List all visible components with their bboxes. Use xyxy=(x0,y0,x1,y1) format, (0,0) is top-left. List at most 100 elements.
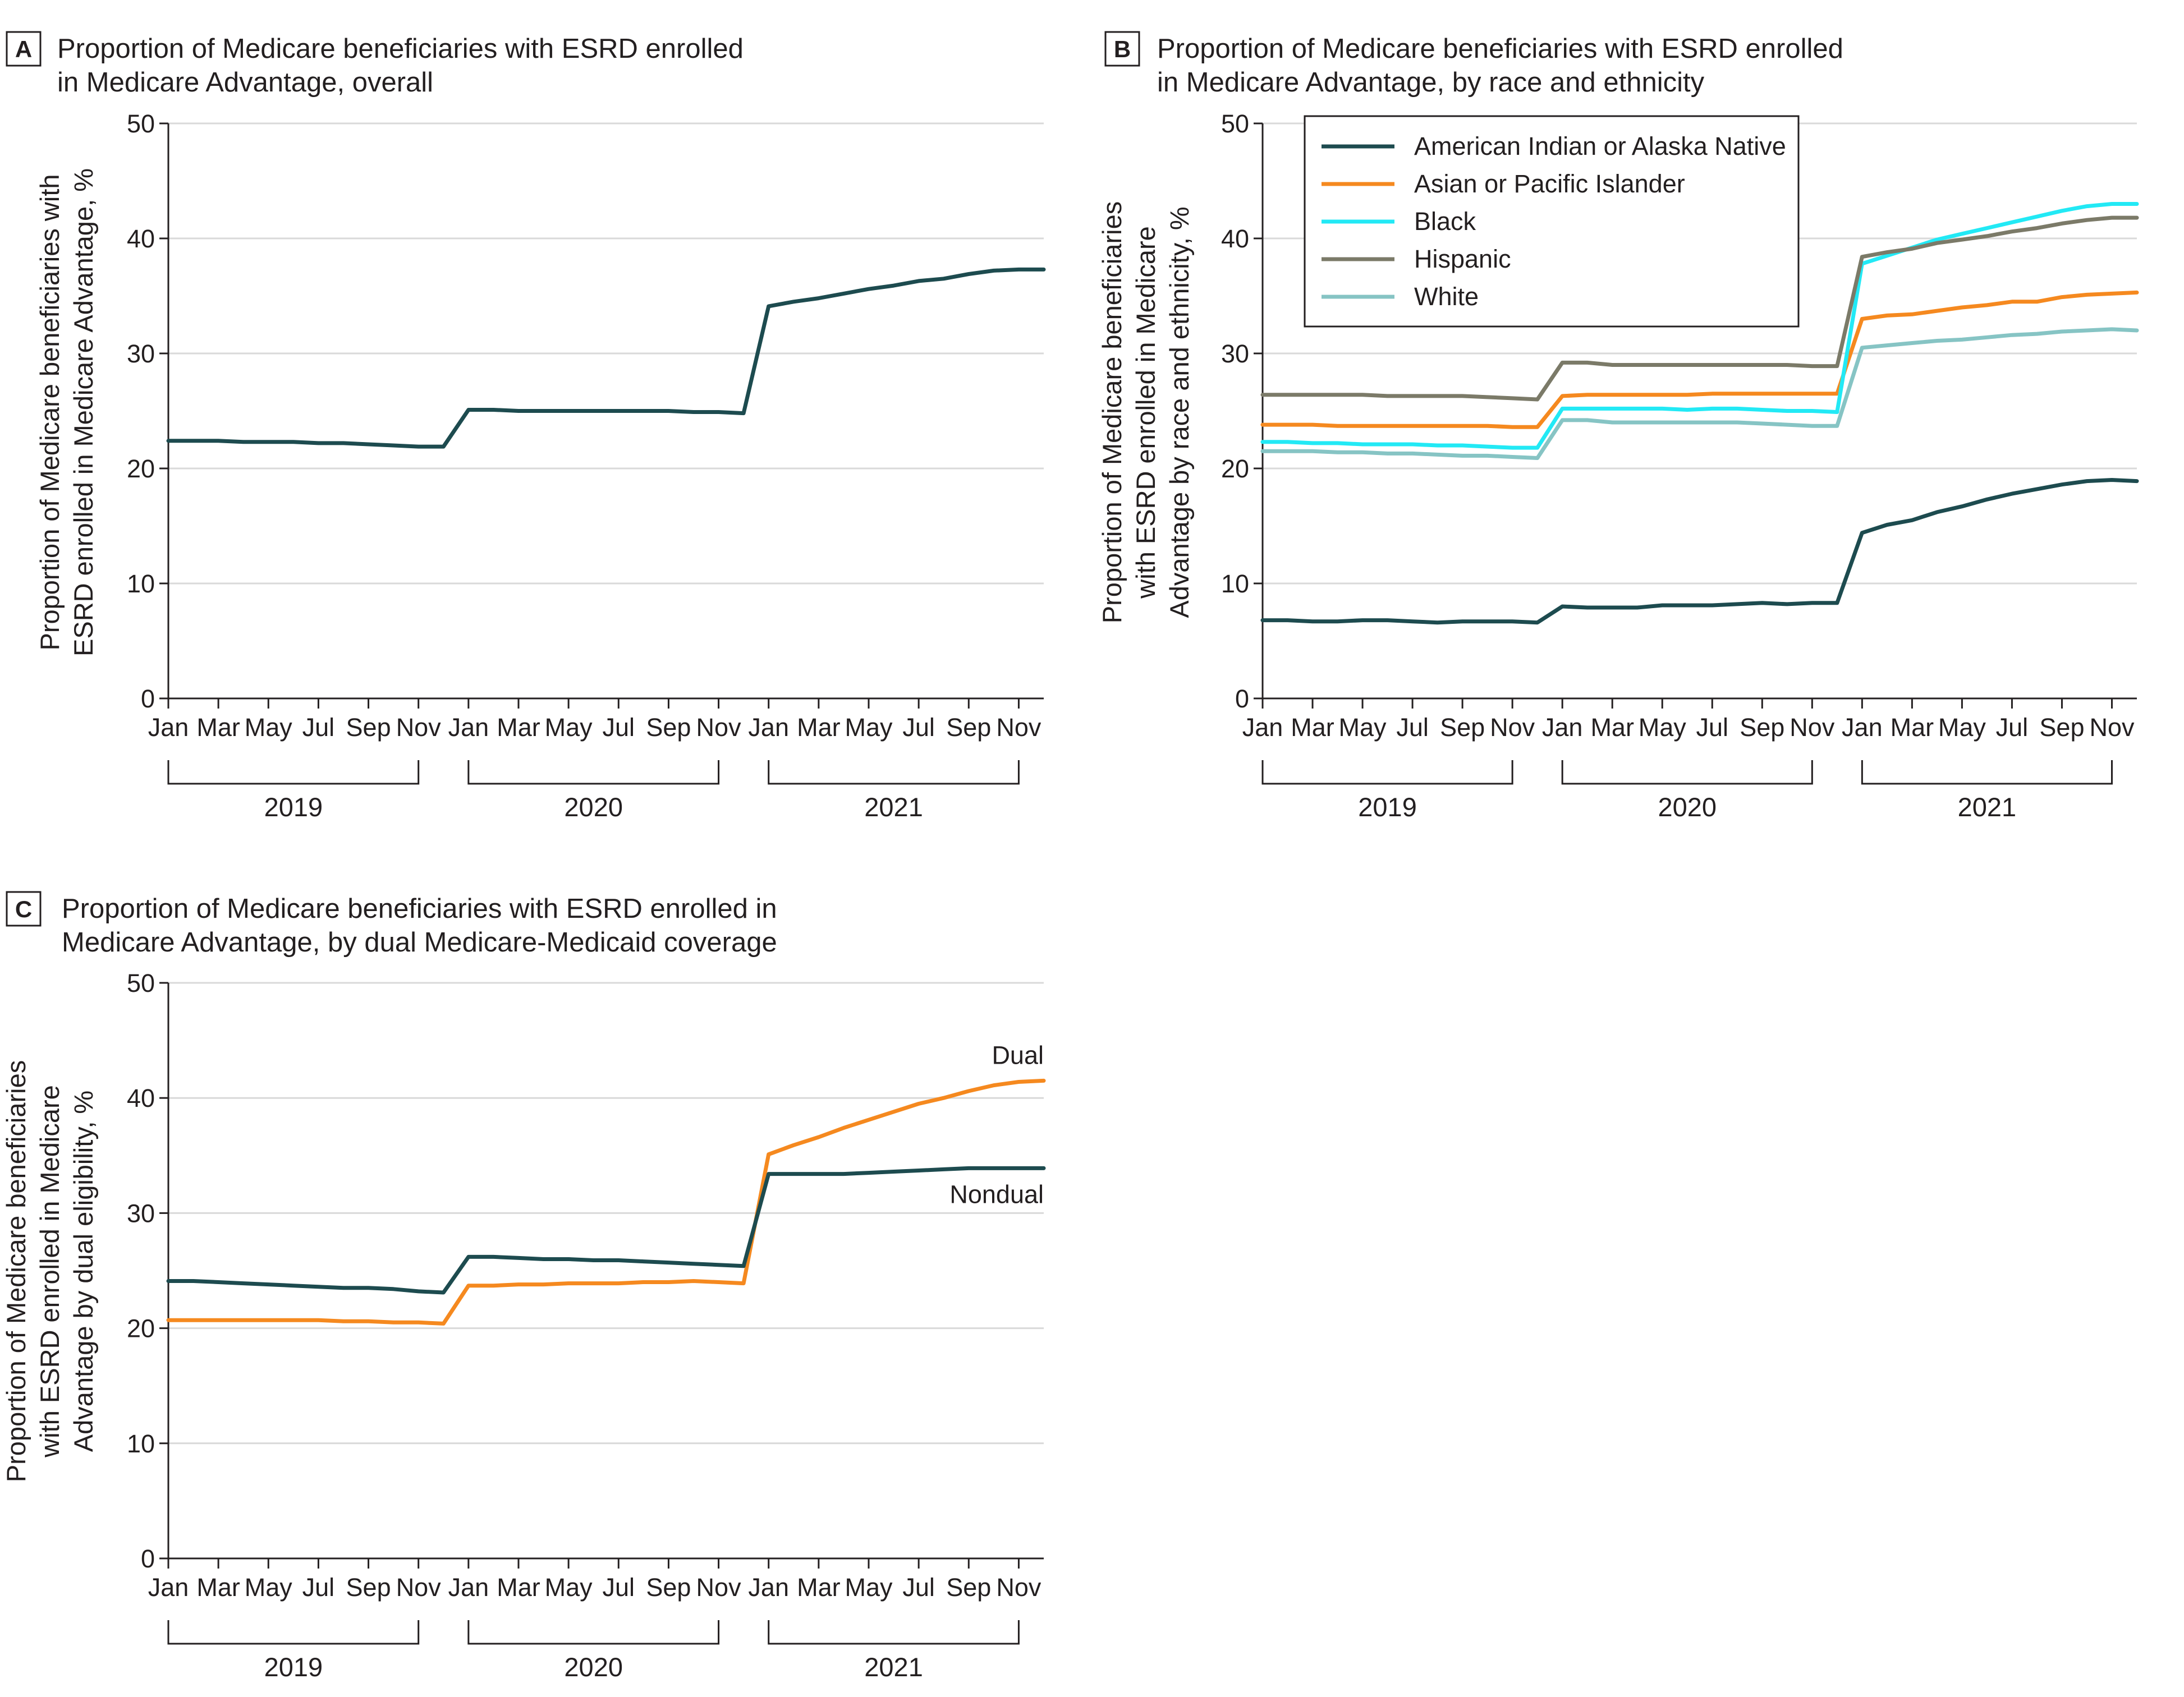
panel-c-letter: C xyxy=(15,896,32,922)
panel-b-series-line-american-indian-or-alaska-native xyxy=(1260,478,2139,625)
panel-a-x-tick-label: Nov xyxy=(996,713,1041,742)
panel-a-y-tick-label: 20 xyxy=(127,454,155,483)
panel-b-x-tick-label: Nov xyxy=(2089,713,2135,742)
panel-b-x-tick-label: Jan xyxy=(1842,713,1883,742)
panel-c-x-tick-label: May xyxy=(545,1573,593,1602)
panel-b-legend-label-black: Black xyxy=(1414,207,1476,236)
panel-c-year-label: 2020 xyxy=(564,1652,623,1682)
panel-b-series-line-black xyxy=(1260,202,2139,450)
panel-b-x-tick-label: Jul xyxy=(1396,713,1429,742)
panel-c-x-tick-label: Jul xyxy=(603,1573,635,1602)
panel-c-ylabel-line-1: Proportion of Medicare beneficiaries xyxy=(1,1060,31,1482)
panel-a-x-tick-label: May xyxy=(545,713,593,742)
panel-a-x-tick-label: Mar xyxy=(497,713,540,742)
panel-a-x-tick-label: Jan xyxy=(748,713,789,742)
panel-c-year-bracket xyxy=(768,1620,1020,1645)
panel-c-x-tick-label: Jul xyxy=(902,1573,935,1602)
panel-b-year-bracket xyxy=(1261,760,1513,785)
panel-a-x-tick-label: Mar xyxy=(196,713,240,742)
panel-a-y-tick-label: 40 xyxy=(127,224,155,253)
panel-a-x-tick-label: Sep xyxy=(946,713,991,742)
panel-c-series-label-nondual: Nondual xyxy=(949,1180,1044,1208)
panel-b-x-tick-label: Sep xyxy=(1440,713,1485,742)
panel-c-y-tick-label: 10 xyxy=(127,1429,155,1458)
panel-b-year-label: 2021 xyxy=(1958,792,2017,822)
panel-b-series-line-white xyxy=(1260,327,2139,460)
panel-b-x-tick-label: Jul xyxy=(1696,713,1728,742)
panel-c-x-tick-label: May xyxy=(245,1573,293,1602)
panel-b-x-tick-label: Sep xyxy=(1740,713,1784,742)
panel-b-y-tick-label: 0 xyxy=(1235,684,1249,713)
panel-c-x-tick-label: May xyxy=(845,1573,893,1602)
panel-b-x-tick-label: May xyxy=(1938,713,1986,742)
panel-a-x-tick-label: Jan xyxy=(448,713,489,742)
panel-c-x-tick-label: Nov xyxy=(696,1573,742,1602)
panel-a-x-tick-label: Jul xyxy=(603,713,635,742)
panel-b-x-tick-label: Jul xyxy=(1996,713,2029,742)
panel-a-y-tick-label: 50 xyxy=(127,109,155,138)
panel-b-series-line-hispanic xyxy=(1260,215,2139,402)
panel-a-x-tick-label: May xyxy=(245,713,293,742)
panel-c-y-tick-label: 40 xyxy=(127,1084,155,1112)
panel-c-series-label-dual: Dual xyxy=(992,1041,1044,1069)
panel-b-ylabel-line-2: with ESRD enrolled in Medicare xyxy=(1131,226,1160,599)
panel-c-series-line-dual xyxy=(166,1078,1046,1326)
panel-c-x-tick-label: Sep xyxy=(646,1573,691,1602)
panel-c-x-tick-label: Mar xyxy=(797,1573,841,1602)
panel-b-x-tick-label: May xyxy=(1339,713,1387,742)
panel-b-legend-label-asian-or-pacific-islander: Asian or Pacific Islander xyxy=(1414,169,1685,198)
panel-a-year-label: 2021 xyxy=(864,792,923,822)
panel-c-year-label: 2019 xyxy=(264,1652,323,1682)
panel-c-x-tick-label: Mar xyxy=(196,1573,240,1602)
panel-c-x-tick-label: Jul xyxy=(302,1573,335,1602)
panel-a-x-tick-label: Sep xyxy=(646,713,691,742)
panel-a-x-tick-label: Jul xyxy=(902,713,935,742)
panel-c-y-tick-label: 50 xyxy=(127,969,155,997)
panel-c-x-tick-label: Nov xyxy=(996,1573,1041,1602)
panel-a-year-bracket xyxy=(467,760,720,785)
panel-b-x-tick-label: Mar xyxy=(1891,713,1934,742)
panel-a-y-tick-label: 10 xyxy=(127,569,155,598)
panel-b-title-line-2: in Medicare Advantage, by race and ethni… xyxy=(1157,67,1705,98)
panel-b-y-tick-label: 50 xyxy=(1221,109,1249,138)
panel-c-year-bracket xyxy=(167,1620,420,1645)
panel-b-x-tick-label: Mar xyxy=(1291,713,1334,742)
panel-b-y-tick-label: 10 xyxy=(1221,569,1249,598)
panel-b-x-tick-label: Mar xyxy=(1590,713,1634,742)
panel-a-title-line-2: in Medicare Advantage, overall xyxy=(57,67,433,98)
panel-c-letter-box xyxy=(6,891,42,927)
panel-a-year-label: 2020 xyxy=(564,792,623,822)
panel-a: A Proportion of Medicare beneficiaries w… xyxy=(6,31,1046,822)
panel-a-title-line-1: Proportion of Medicare beneficiaries wit… xyxy=(57,34,744,64)
panel-a-y-tick-label: 30 xyxy=(127,339,155,368)
panel-b-letter-box xyxy=(1104,31,1140,67)
panel-a-x-tick-label: Sep xyxy=(346,713,391,742)
panel-c-title-line-2: Medicare Advantage, by dual Medicare-Med… xyxy=(62,927,777,958)
panel-b-ylabel-line-1: Proportion of Medicare beneficiaries xyxy=(1097,201,1127,623)
panel-a-year-bracket xyxy=(768,760,1020,785)
panel-c-series-line-nondual xyxy=(166,1166,1046,1295)
panel-a-letter: A xyxy=(15,36,32,62)
panel-b-x-tick-label: Jan xyxy=(1242,713,1283,742)
panel-b-year-label: 2020 xyxy=(1658,792,1717,822)
panel-a-letter-box xyxy=(6,31,42,67)
panel-a-year-bracket xyxy=(167,760,420,785)
panel-b-legend-label-white: White xyxy=(1414,282,1479,311)
panel-b-y-tick-label: 20 xyxy=(1221,454,1249,483)
panel-a-y-tick-label: 0 xyxy=(141,684,155,713)
panel-b-x-tick-label: Sep xyxy=(2039,713,2084,742)
panel-a-x-tick-label: Jan xyxy=(148,713,189,742)
panel-c-y-tick-label: 20 xyxy=(127,1314,155,1343)
panel-c-y-tick-label: 0 xyxy=(141,1544,155,1573)
panel-a-year-label: 2019 xyxy=(264,792,323,822)
panel-c-x-tick-label: Sep xyxy=(946,1573,991,1602)
panel-c-x-tick-label: Jan xyxy=(748,1573,789,1602)
panel-a-x-tick-label: Jul xyxy=(302,713,335,742)
panel-b-legend-label-american-indian-or-alaska-native: American Indian or Alaska Native xyxy=(1414,132,1786,160)
panel-b-title-line-1: Proportion of Medicare beneficiaries wit… xyxy=(1157,34,1843,64)
panel-a-ylabel-line-2: ESRD enrolled in Medicare Advantage, % xyxy=(68,168,98,656)
panel-b-y-tick-label: 40 xyxy=(1221,224,1249,253)
